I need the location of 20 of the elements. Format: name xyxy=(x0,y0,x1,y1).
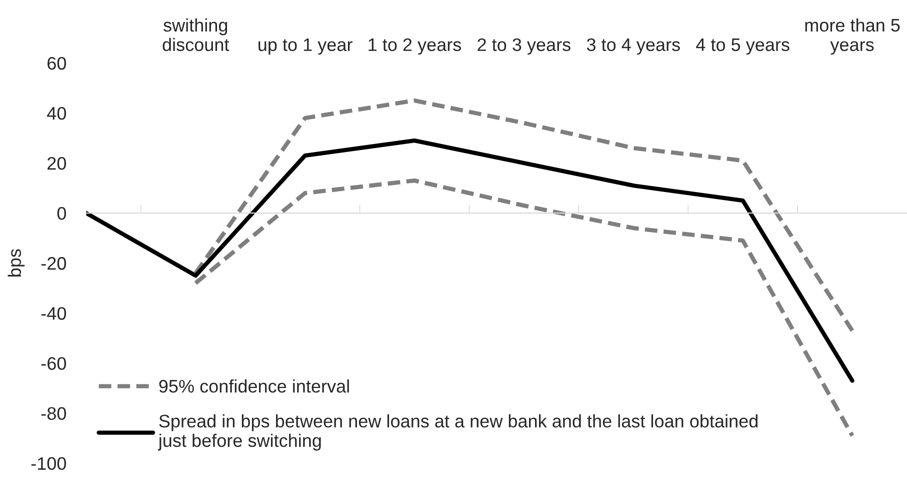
legend-label: 95% confidence interval xyxy=(159,379,349,393)
x-tick-label: 1 to 2 years xyxy=(368,38,462,55)
x-tick-label: more than 5 years xyxy=(805,18,900,55)
line-series xyxy=(194,98,854,333)
y-tick-label: -100 xyxy=(31,457,66,470)
y-tick-label: 0 xyxy=(57,207,66,220)
x-tick-label: 2 to 3 years xyxy=(478,38,570,55)
y-axis-title: bps xyxy=(8,249,25,276)
y-tick-label: 60 xyxy=(48,56,66,70)
y-tick-label: 20 xyxy=(48,156,66,170)
legend-label: Spread in bps between new loans at a new bank and the last loan obtained just before switching xyxy=(158,414,758,451)
y-tick-label: -40 xyxy=(41,307,66,320)
x-tick-label: 3 to 4 years xyxy=(586,38,680,55)
y-tick-label: -60 xyxy=(41,357,66,370)
y-tick-label: 40 xyxy=(47,106,66,120)
y-tick-label: -80 xyxy=(41,407,66,420)
x-tick-label: up to 1 year xyxy=(258,38,352,55)
x-tick-label: swithing discount xyxy=(162,18,230,52)
y-tick-label: -20 xyxy=(41,257,66,270)
x-tick-label: 4 to 5 years xyxy=(696,38,790,55)
